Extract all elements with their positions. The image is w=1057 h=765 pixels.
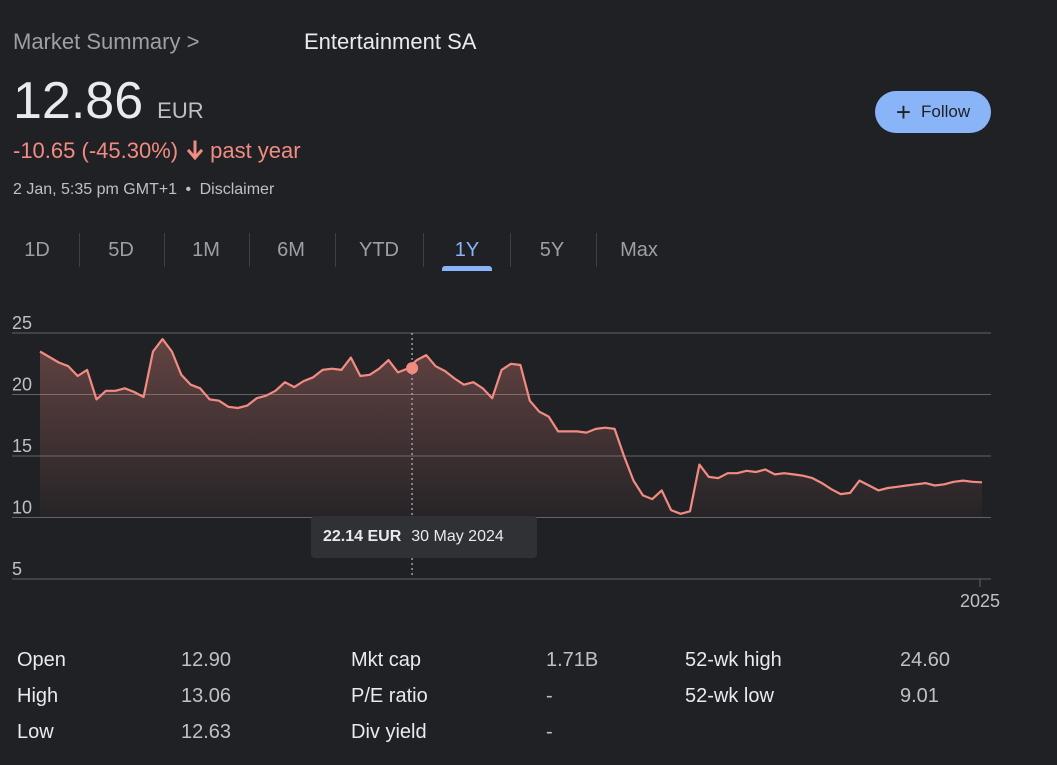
stat-value-52-wk-high: 24.60: [900, 649, 951, 671]
tab-range-5y[interactable]: 5Y: [539, 238, 565, 261]
hover-point: [406, 362, 419, 375]
stat-label-52-wk-low: 52-wk low: [685, 685, 774, 707]
tab-range-1d[interactable]: 1D: [24, 238, 50, 261]
y-tick-label: 25: [12, 313, 32, 333]
stat-label-high: High: [17, 685, 59, 707]
stat-value-52-wk-low: 9.01: [900, 685, 939, 707]
stat-label-52-wk-high: 52-wk high: [685, 649, 782, 671]
tooltip-date: 30 May 2024: [411, 528, 504, 545]
stat-label-low: Low: [17, 721, 54, 743]
current-price: 12.86: [13, 72, 144, 130]
disclaimer-link[interactable]: Disclaimer: [199, 181, 275, 198]
stat-value-open: 12.90: [181, 649, 232, 671]
stat-label-mkt-cap: Mkt cap: [351, 649, 422, 671]
stats-table: Open 12.90 High 13.06 Low 12.63 Mkt cap 1.71B P/…: [0, 640, 1057, 760]
tab-range-1y[interactable]: 1Y: [454, 238, 480, 261]
tab-separator: [423, 233, 424, 267]
stat-value-mkt-cap: 1.71B: [546, 649, 599, 671]
price-change: -10.65 (-45.30%) past year: [13, 138, 301, 164]
x-tick-label: 2025: [960, 591, 1000, 611]
y-tick-label: 5: [12, 559, 22, 579]
active-tab-indicator: [442, 266, 492, 271]
tab-separator: [509, 233, 511, 267]
follow-button[interactable]: + Follow: [875, 91, 991, 133]
breadcrumb[interactable]: Market Summary >: [13, 29, 200, 54]
arrow-down-icon: [186, 140, 204, 162]
chart-tooltip: 22.14 EUR 30 May 2024: [311, 516, 537, 558]
stat-label-p-e-ratio: P/E ratio: [351, 685, 428, 707]
price-chart[interactable]: 25 20 15 10 5 2025: [0, 310, 1057, 620]
tab-range-ytd[interactable]: YTD: [359, 238, 399, 261]
stat-value-high: 13.06: [181, 685, 232, 707]
tab-separator: [163, 233, 165, 267]
stat-value-div-yield: -: [546, 721, 553, 743]
change-value: -10.65 (-45.30%): [13, 138, 179, 163]
tooltip-price: 22.14 EUR: [323, 528, 402, 545]
y-tick-label: 15: [12, 436, 32, 456]
company-name: Entertainment SA: [304, 29, 477, 54]
price-area: [40, 339, 982, 518]
currency: EUR: [157, 98, 204, 123]
plus-icon: +: [895, 97, 912, 127]
change-period: past year: [210, 138, 301, 163]
meta-separator: •: [185, 181, 192, 198]
stat-label-open: Open: [17, 649, 66, 671]
tab-range-max[interactable]: Max: [620, 238, 658, 261]
y-tick-label: 20: [12, 375, 32, 395]
price-line: [39, 338, 983, 515]
tab-separator: [248, 233, 250, 267]
stat-value-low: 12.63: [181, 721, 232, 743]
price-chart-svg: 25 20 15 10 5 2025: [12, 313, 1000, 611]
price-row: 12.86 EUR: [13, 70, 204, 132]
stat-value-p-e-ratio: -: [546, 685, 553, 707]
tab-separator: [595, 233, 597, 267]
y-tick-label: 10: [12, 498, 32, 518]
timestamp: 2 Jan, 5:35 pm GMT+1: [13, 181, 178, 198]
tab-range-5d[interactable]: 5D: [108, 238, 134, 261]
tab-range-6m[interactable]: 6M: [277, 238, 305, 261]
tab-separator: [79, 233, 80, 267]
quote-meta: 2 Jan, 5:35 pm GMT+1 • Disclaimer: [13, 181, 274, 199]
follow-label: Follow: [921, 102, 971, 121]
stat-label-div-yield: Div yield: [351, 721, 427, 743]
tab-separator: [335, 233, 336, 267]
tab-range-1m[interactable]: 1M: [192, 238, 220, 261]
